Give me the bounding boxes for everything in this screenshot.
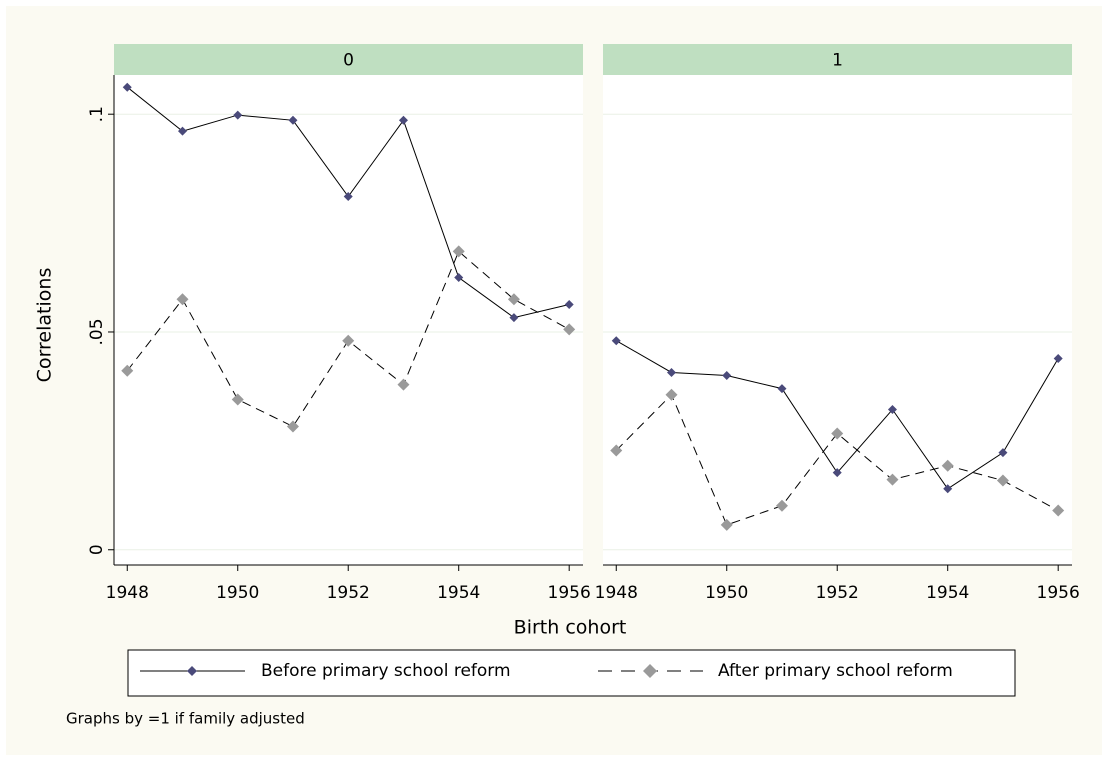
x-axis-title: Birth cohort [514, 617, 627, 639]
x-tick-label: 1956 [548, 583, 591, 603]
marker [452, 245, 465, 258]
marker [775, 499, 788, 512]
marker [177, 126, 187, 136]
marker [887, 405, 897, 415]
marker [665, 388, 678, 401]
marker [832, 468, 842, 478]
x-tick-label: 1954 [926, 583, 969, 603]
marker [610, 444, 623, 457]
x-tick-label: 1952 [327, 583, 370, 603]
legend-marker [643, 664, 657, 678]
y-axis-title: Correlations [34, 268, 56, 383]
panel-title: 0 [343, 51, 354, 71]
legend-label: After primary school reform [718, 661, 953, 681]
marker [509, 313, 519, 323]
marker [998, 448, 1008, 458]
marker [122, 82, 132, 92]
strip [114, 44, 583, 75]
x-tick-label: 1950 [705, 583, 748, 603]
x-tick-label: 1948 [595, 583, 638, 603]
marker [666, 367, 676, 377]
x-tick-label: 1952 [816, 583, 859, 603]
y-tick-label: 0 [87, 544, 107, 555]
marker [720, 518, 733, 531]
marker [233, 110, 243, 120]
y-tick-label: .05 [87, 318, 107, 345]
marker [507, 293, 520, 306]
marker [886, 473, 899, 486]
marker [996, 474, 1009, 487]
marker [121, 364, 134, 377]
note: Graphs by =1 if family adjusted [66, 710, 305, 728]
marker [397, 378, 410, 391]
marker [941, 459, 954, 472]
marker [343, 192, 353, 202]
marker [176, 293, 189, 306]
marker [831, 427, 844, 440]
marker [286, 420, 299, 433]
marker [722, 371, 732, 381]
marker [342, 334, 355, 347]
y-tick-label: .1 [87, 106, 107, 122]
marker [563, 323, 576, 336]
marker [943, 484, 953, 494]
marker [777, 384, 787, 394]
strip [603, 44, 1072, 75]
marker [1053, 354, 1063, 364]
x-tick-label: 1950 [216, 583, 259, 603]
marker [454, 273, 464, 283]
marker [611, 336, 621, 346]
x-tick-label: 1956 [1037, 583, 1080, 603]
plot-region [114, 75, 583, 565]
series-line [615, 393, 1059, 526]
x-tick-label: 1954 [437, 583, 480, 603]
marker [564, 300, 574, 310]
legend-marker [187, 666, 197, 676]
panel-title: 1 [832, 51, 843, 71]
marker [398, 115, 408, 125]
marker [1052, 504, 1065, 517]
plot-region [603, 75, 1072, 565]
marker [231, 393, 244, 406]
x-tick-label: 1948 [106, 583, 149, 603]
marker [288, 115, 298, 125]
legend-box [127, 649, 1016, 697]
legend-label: Before primary school reform [261, 661, 511, 681]
